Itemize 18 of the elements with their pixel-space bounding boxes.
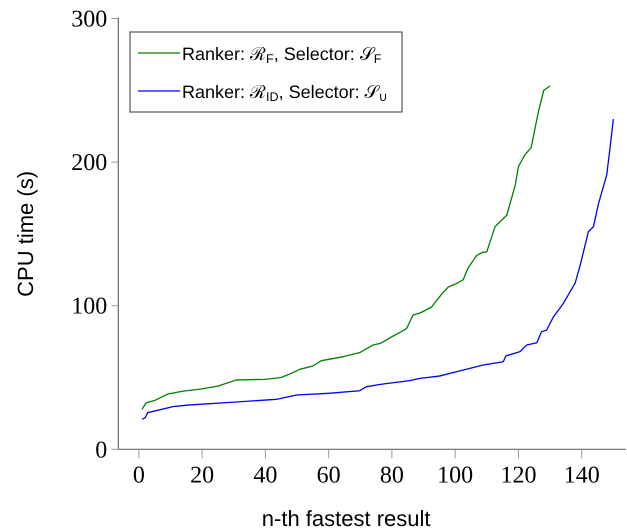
x-tick-label: 140 bbox=[564, 462, 600, 488]
y-tick-label: 0 bbox=[95, 437, 108, 464]
y-tick-label: 300 bbox=[71, 6, 108, 32]
x-tick-label: 0 bbox=[132, 462, 145, 488]
x-tick-label: 40 bbox=[253, 462, 278, 488]
x-tick-label: 80 bbox=[380, 462, 404, 488]
y-tick-label: 200 bbox=[71, 150, 108, 176]
legend-label: Ranker: ℛ$_{ID}$, Selector: 𝒮$_{∪}$ bbox=[182, 82, 389, 104]
x-tick-label: 120 bbox=[500, 462, 536, 488]
line-series bbox=[141, 85, 551, 410]
x-tick-label: 20 bbox=[190, 462, 214, 488]
line-series bbox=[141, 118, 614, 420]
y-tick-label: 100 bbox=[71, 294, 108, 320]
y-axis-title: CPU time (s) bbox=[13, 170, 38, 297]
x-axis-title: n-th fastest result bbox=[262, 506, 431, 531]
x-tick-label: 100 bbox=[437, 462, 474, 488]
x-tick-label: 60 bbox=[316, 462, 341, 488]
legend-label: Ranker: ℛ$_{F}$, Selector: 𝒮$_{F}$ bbox=[182, 44, 382, 66]
